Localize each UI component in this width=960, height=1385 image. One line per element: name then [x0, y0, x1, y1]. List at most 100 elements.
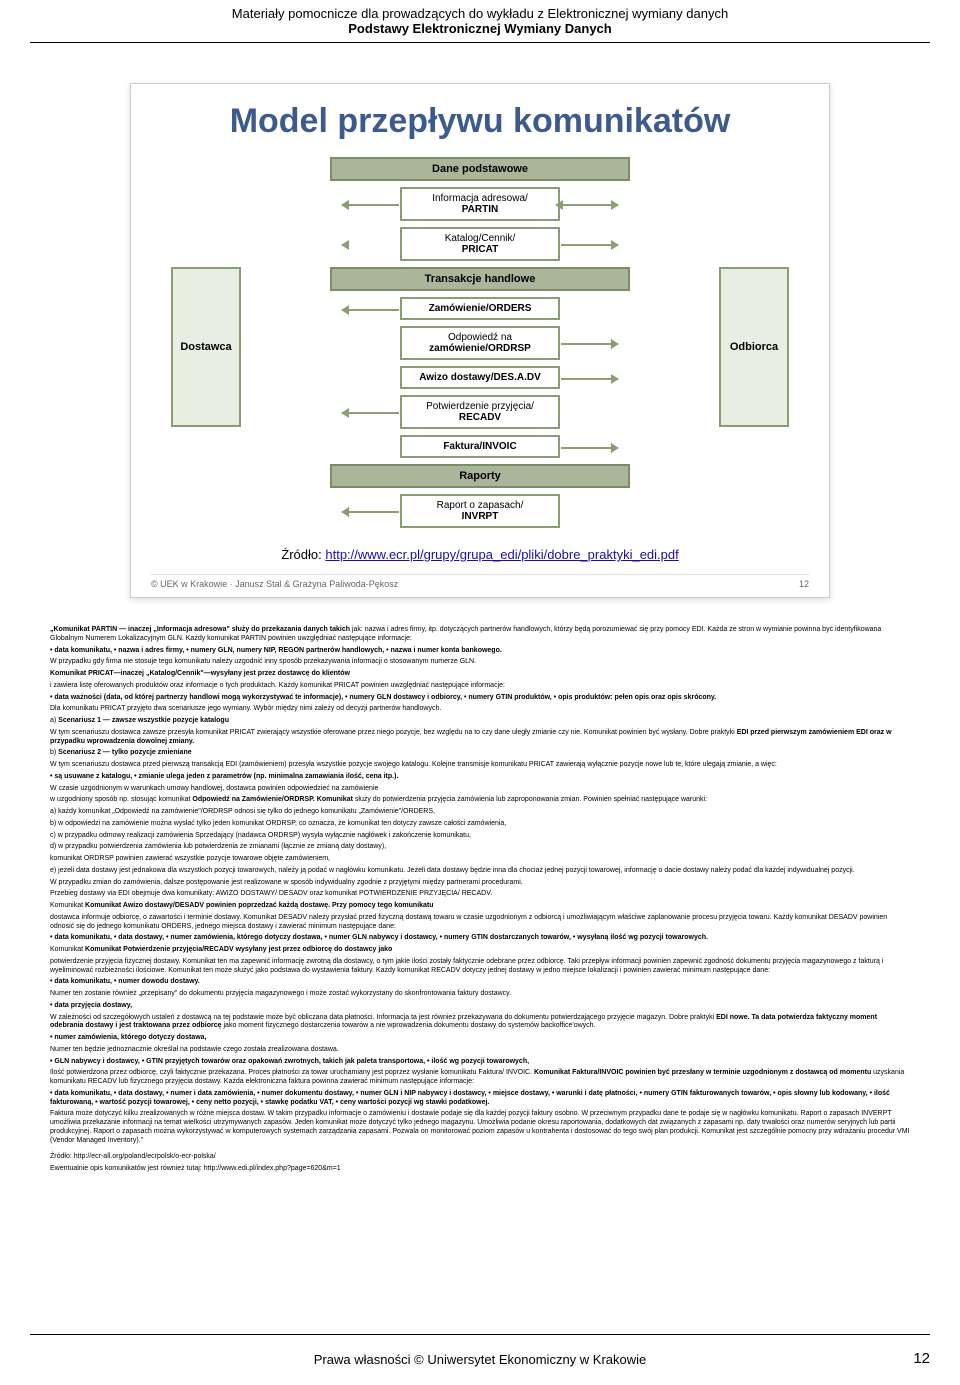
t: b) — [50, 749, 58, 756]
arrow-icon — [561, 447, 613, 449]
t: Komunikat Awizo dostawy/DESADV powinien … — [85, 902, 434, 909]
t: Komunikat Faktura/INVOIC powinien być pr… — [534, 1069, 871, 1076]
orders-l1: Zamówienie/ORDERS — [402, 303, 558, 314]
body-text: „Komunikat PARTIN — inaczej „Informacja … — [50, 626, 910, 1174]
t: Odpowiedź na Zamówienie/ORDRSP. Komunika… — [192, 796, 353, 803]
partin-box: Informacja adresowa/ PARTIN — [400, 187, 560, 221]
recipient-box: Odbiorca — [719, 267, 789, 427]
supplier-box: Dostawca — [171, 267, 241, 427]
header-line2: Podstawy Elektronicznej Wymiany Danych — [30, 21, 930, 36]
desadv-box: Awizo dostawy/DES.A.DV — [400, 366, 560, 389]
t: „Komunikat PARTIN — inaczej „Informacja … — [50, 626, 350, 633]
t: • data ważności (data, od której partner… — [50, 694, 910, 703]
section-basic-data: Dane podstawowe — [330, 157, 630, 181]
source-link[interactable]: http://www.ecr.pl/grupy/grupa_edi/pliki/… — [325, 547, 678, 562]
arrow-icon — [347, 511, 399, 513]
source-label: Źródło: — [281, 547, 321, 562]
source-2: Ewentualnie opis komunikatów jest równie… — [50, 1165, 910, 1174]
t: Ilość potwierdzona przez odbiorcę, czyli… — [50, 1069, 534, 1076]
arrow-icon — [561, 378, 613, 380]
slide-source: Źródło: http://www.ecr.pl/grupy/grupa_ed… — [151, 547, 809, 562]
t: W zależności od szczegółowych ustaleń z … — [50, 1014, 716, 1021]
t: a) — [50, 717, 58, 724]
arrow-icon — [347, 412, 399, 414]
t: W czasie uzgodnionym w warunkach umowy h… — [50, 785, 910, 794]
t: W przypadku gdy firma nie stosuje tego k… — [50, 658, 910, 667]
slide-number: 12 — [799, 579, 809, 589]
t: d) w przypadku potwierdzenia zamówienia … — [50, 843, 910, 852]
t: Komunikat — [50, 946, 85, 953]
t: Komunikat Potwierdzenie przyjęcia/RECADV… — [85, 946, 392, 953]
page-footer: Prawa własności © Uniwersytet Ekonomiczn… — [0, 1352, 960, 1367]
t: W tym scenariuszu dostawca przed pierwsz… — [50, 761, 910, 770]
pricat-l2: PRICAT — [402, 244, 558, 255]
t: e) jeżeli data dostawy jest jednakowa dl… — [50, 867, 910, 876]
t: Scenariusz 1 — zawsze wszystkie pozycje … — [58, 717, 229, 724]
arrow-icon — [561, 343, 613, 345]
t: jako moment fizycznego dostarczenia towa… — [222, 1022, 596, 1029]
invoic-l1: Faktura/INVOIC — [402, 441, 558, 452]
t: Dla komunikatu PRICAT przyjęto dwa scena… — [50, 705, 910, 714]
ordrsp-box: Odpowiedź na zamówienie/ORDRSP — [400, 326, 560, 360]
t: • data komunikatu, • numer dowodu dostaw… — [50, 978, 910, 987]
slide-footer: © UEK w Krakowie · Janusz Stal & Grażyna… — [151, 574, 809, 589]
partin-l2: PARTIN — [402, 204, 558, 215]
t: c) w przypadku odmowy realizacji zamówie… — [50, 832, 910, 841]
arrow-icon — [561, 244, 613, 246]
t: Scenariusz 2 — tylko pozycje zmieniane — [58, 749, 191, 756]
pricat-box: Katalog/Cennik/ PRICAT — [400, 227, 560, 261]
t: • data komunikatu, • nazwa i adres firmy… — [50, 647, 910, 656]
page: Materiały pomocnicze dla prowadzących do… — [0, 0, 960, 1385]
t: w uzgodniony sposób np. stosując komunik… — [50, 796, 192, 803]
t: • data komunikatu, • data dostawy, • num… — [50, 1090, 910, 1108]
arrow-icon — [561, 204, 613, 206]
t: W tym scenariuszu dostawca zawsze przesy… — [50, 729, 737, 736]
section-reports: Raporty — [330, 464, 630, 488]
t: Numer ten zostanie również „przepisany" … — [50, 990, 910, 999]
t: Faktura może dotyczyć kilku zrealizowany… — [50, 1110, 910, 1145]
arrow-icon — [347, 204, 399, 206]
t: i zawiera listę oferowanych produktów or… — [50, 682, 910, 691]
footer-divider — [30, 1334, 930, 1335]
invrpt-l2: INVRPT — [402, 511, 558, 522]
t: • są usuwane z katalogu, • zmianie ulega… — [50, 773, 910, 782]
arrow-icon — [347, 309, 399, 311]
t: Numer ten będzie jednoznacznie określał … — [50, 1046, 910, 1055]
invrpt-l1: Raport o zapasach/ — [437, 500, 524, 511]
t: a) każdy komunikat „Odpowiedź na zamówie… — [50, 808, 910, 817]
ordrsp-l2: zamówienie/ORDRSP — [402, 343, 558, 354]
desadv-l1: Awizo dostawy/DES.A.DV — [402, 372, 558, 383]
t: komunikat ORDRSP powinien zawierać wszys… — [50, 855, 910, 864]
center-column: Dane podstawowe Informacja adresowa/ PAR… — [330, 157, 630, 534]
page-number: 12 — [913, 1350, 930, 1367]
ordrsp-l1: Odpowiedź na — [448, 332, 512, 343]
partin-l1: Informacja adresowa/ — [432, 193, 528, 204]
header-line1: Materiały pomocnicze dla prowadzących do… — [30, 6, 930, 21]
source-1: Źródło: http://ecr-all.org/poland/ecrpol… — [50, 1153, 910, 1162]
slide-title: Model przepływu komunikatów — [151, 102, 809, 141]
t: • data komunikatu, • data dostawy, • num… — [50, 934, 910, 943]
t: W przypadku zmian do zamówienia, dalsze … — [50, 879, 910, 888]
invoic-box: Faktura/INVOIC — [400, 435, 560, 458]
t: Przebieg dostawy via EDI obejmuje dwa ko… — [50, 890, 910, 899]
slide: Model przepływu komunikatów Dostawca Odb… — [130, 83, 830, 598]
t: • data przyjęcia dostawy, — [50, 1002, 910, 1011]
document-header: Materiały pomocnicze dla prowadzących do… — [30, 0, 930, 43]
t: służy do potwierdzenia przyjęcia zamówie… — [353, 796, 707, 803]
slide-footer-left: © UEK w Krakowie · Janusz Stal & Grażyna… — [151, 579, 398, 589]
arrow-origin — [347, 244, 399, 246]
section-transactions: Transakcje handlowe — [330, 267, 630, 291]
t: Komunikat — [50, 902, 85, 909]
t: potwierdzenie przyjęcia fizycznej dostaw… — [50, 958, 910, 976]
t: dostawca informuje odbiorcę, o zawartośc… — [50, 914, 910, 932]
recadv-l2: RECADV — [402, 412, 558, 423]
t: • numer zamówienia, którego dotyczy dost… — [50, 1034, 910, 1043]
t: Komunikat PRICAT—inaczej „Katalog/Cennik… — [50, 670, 910, 679]
orders-box: Zamówienie/ORDERS — [400, 297, 560, 320]
t: b) w odpowiedzi na zamówienie można wysł… — [50, 820, 910, 829]
t: • GLN nabywcy i dostawcy, • GTIN przyjęt… — [50, 1058, 910, 1067]
pricat-l1: Katalog/Cennik/ — [445, 233, 516, 244]
flow-diagram: Dostawca Odbiorca Dane podstawowe Inform… — [151, 157, 809, 537]
recadv-box: Potwierdzenie przyjęcia/ RECADV — [400, 395, 560, 429]
invrpt-box: Raport o zapasach/ INVRPT — [400, 494, 560, 528]
